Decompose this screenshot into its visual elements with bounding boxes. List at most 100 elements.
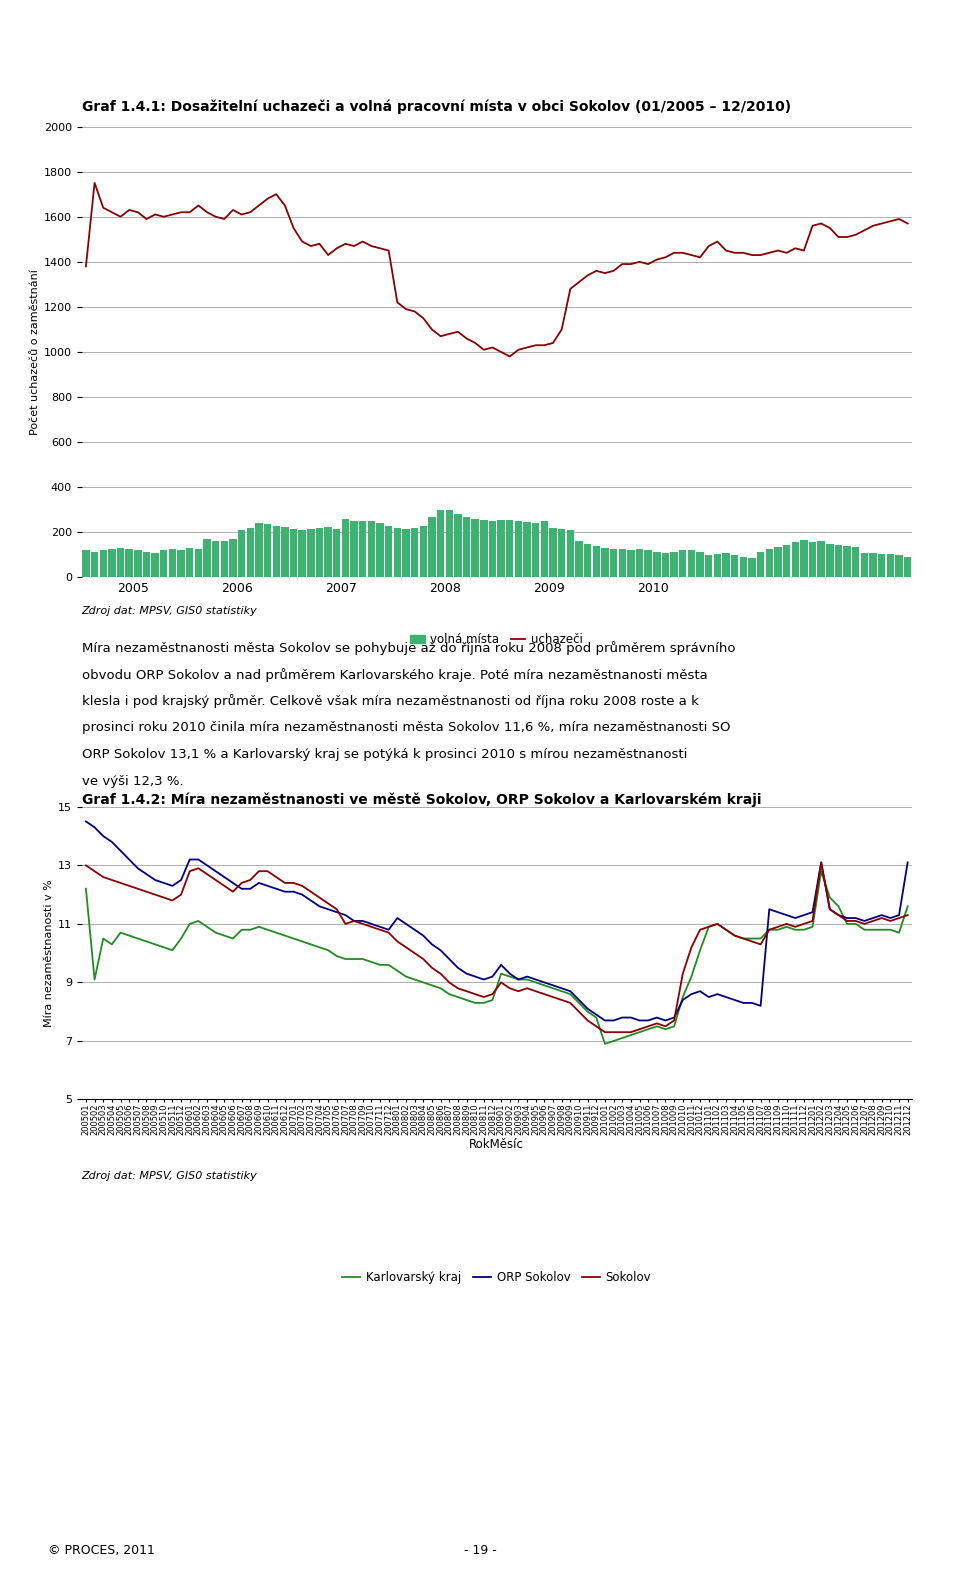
Bar [342, 519, 349, 577]
Bar [229, 539, 237, 577]
Legend: Karlovarský kraj, ORP Sokolov, Sokolov: Karlovarský kraj, ORP Sokolov, Sokolov [338, 1266, 656, 1289]
Text: ve výši 12,3 %.: ve výši 12,3 %. [82, 775, 183, 788]
Text: prosinci roku 2010 činila míra nezaměstnanosti města Sokolov 11,6 %, míra nezamě: prosinci roku 2010 činila míra nezaměstn… [82, 721, 731, 734]
Y-axis label: Počet uchazečů o zaměstnání: Počet uchazečů o zaměstnání [30, 269, 39, 435]
ORP Sokolov [314, 897, 325, 916]
Bar [471, 519, 479, 577]
Bar [437, 509, 444, 577]
Bar [904, 557, 911, 577]
Bar [852, 547, 859, 577]
Bar [454, 514, 462, 577]
Bar [134, 551, 141, 577]
Bar [299, 530, 306, 577]
Bar [290, 528, 298, 577]
Bar [273, 525, 280, 577]
Bar [592, 546, 600, 577]
Bar [636, 549, 643, 577]
Bar [653, 552, 660, 577]
Bar [238, 530, 246, 577]
Bar [584, 544, 591, 577]
Bar [844, 546, 851, 577]
Line: Sokolov: Sokolov [86, 862, 907, 1031]
Bar [411, 528, 419, 577]
Y-axis label: Míra nezaměstnanosti v %: Míra nezaměstnanosti v % [44, 880, 54, 1027]
Bar [497, 520, 505, 577]
Bar [117, 547, 124, 577]
Bar [722, 552, 730, 577]
Bar [463, 517, 470, 577]
ORP Sokolov [521, 967, 533, 986]
Bar [713, 554, 721, 577]
Bar [333, 528, 341, 577]
Karlovarský kraj [81, 880, 92, 899]
Sokolov [901, 905, 913, 924]
Bar [83, 551, 89, 577]
Bar [152, 552, 158, 577]
Bar [100, 551, 107, 577]
Bar [532, 524, 540, 577]
Bar [878, 554, 885, 577]
Bar [705, 555, 712, 577]
Bar [480, 520, 488, 577]
Sokolov [850, 911, 861, 930]
Legend: volná místa, uchazeči: volná místa, uchazeči [406, 628, 588, 650]
Bar [402, 528, 410, 577]
Bar [204, 539, 210, 577]
Bar [489, 520, 496, 577]
Bar [195, 549, 202, 577]
Bar [696, 552, 704, 577]
Bar [307, 528, 315, 577]
Bar [359, 520, 367, 577]
Bar [376, 524, 384, 577]
Bar [368, 520, 375, 577]
Bar [169, 549, 176, 577]
Karlovarský kraj [193, 911, 204, 930]
Bar [765, 549, 773, 577]
Bar [818, 541, 825, 577]
Bar [870, 552, 876, 577]
Bar [558, 528, 565, 577]
Karlovarský kraj [901, 897, 913, 916]
ORP Sokolov [193, 850, 204, 869]
Bar [670, 552, 678, 577]
Bar [896, 555, 902, 577]
Line: Karlovarský kraj: Karlovarský kraj [86, 872, 907, 1044]
Bar [644, 551, 652, 577]
Bar [627, 551, 635, 577]
Bar [394, 528, 401, 577]
Bar [221, 541, 228, 577]
Bar [756, 552, 764, 577]
Bar [861, 552, 868, 577]
Karlovarský kraj [495, 963, 507, 982]
ORP Sokolov [599, 1011, 611, 1030]
Text: ORP Sokolov 13,1 % a Karlovarský kraj se potýká k prosinci 2010 s mírou nezaměst: ORP Sokolov 13,1 % a Karlovarský kraj se… [82, 748, 687, 761]
Bar [143, 552, 150, 577]
Line: ORP Sokolov: ORP Sokolov [86, 821, 907, 1020]
Bar [186, 547, 193, 577]
Bar [809, 543, 816, 577]
ORP Sokolov [901, 853, 913, 872]
Bar [91, 552, 98, 577]
Bar [887, 554, 894, 577]
ORP Sokolov [495, 956, 507, 975]
Bar [610, 549, 617, 577]
Bar [515, 520, 522, 577]
Bar [523, 522, 531, 577]
Bar [506, 520, 514, 577]
Sokolov [314, 888, 325, 906]
Bar [775, 547, 781, 577]
ORP Sokolov [81, 812, 92, 831]
Bar [160, 551, 167, 577]
Sokolov [599, 1022, 611, 1041]
Text: klesla i pod krajský průměr. Celkově však míra nezaměstnanosti od října roku 200: klesla i pod krajský průměr. Celkově vša… [82, 694, 699, 709]
Text: Zdroj dat: MPSV, GIS0 statistiky: Zdroj dat: MPSV, GIS0 statistiky [82, 1171, 257, 1180]
Text: Zdroj dat: MPSV, GIS0 statistiky: Zdroj dat: MPSV, GIS0 statistiky [82, 606, 257, 615]
ORP Sokolov [841, 908, 852, 927]
Bar [324, 527, 332, 577]
Bar [350, 520, 358, 577]
Bar [566, 530, 574, 577]
Bar [540, 520, 548, 577]
Bar [212, 541, 219, 577]
Bar [575, 541, 583, 577]
ORP Sokolov [435, 941, 446, 960]
